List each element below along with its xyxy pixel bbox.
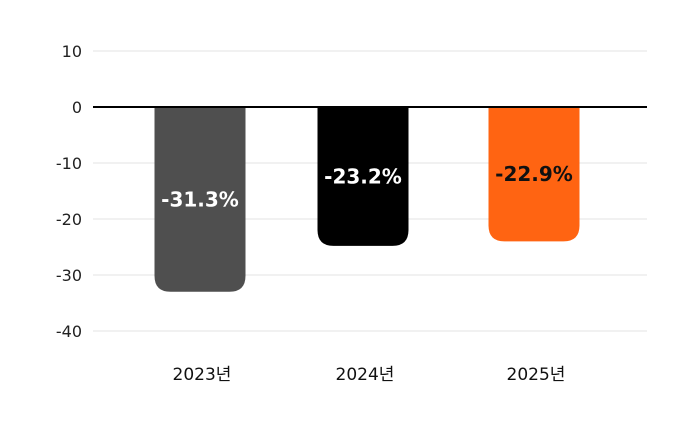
category-label: 2024년 [336,365,395,385]
y-axis-tick-labels: 10 0 -10 -20 -30 -40 [56,42,82,341]
data-label: -31.3% [161,187,239,211]
bar-2023년 [154,107,246,292]
y-tick-label: 10 [62,42,82,61]
bar-2024년 [317,107,409,246]
data-label: -22.9% [495,162,573,186]
bars [154,107,580,292]
category-label: 2025년 [507,365,566,385]
y-tick-label: -10 [56,154,82,173]
y-tick-label: -20 [56,210,82,229]
y-tick-label: 0 [72,98,82,117]
y-tick-label: -40 [56,322,82,341]
data-labels: -31.3% -23.2% -22.9% [161,162,573,211]
y-tick-label: -30 [56,266,82,285]
category-label: 2023년 [173,365,232,385]
x-axis-category-labels: 2023년 2024년 2025년 [173,365,566,385]
bar-2025년 [488,107,580,242]
data-label: -23.2% [324,164,402,188]
